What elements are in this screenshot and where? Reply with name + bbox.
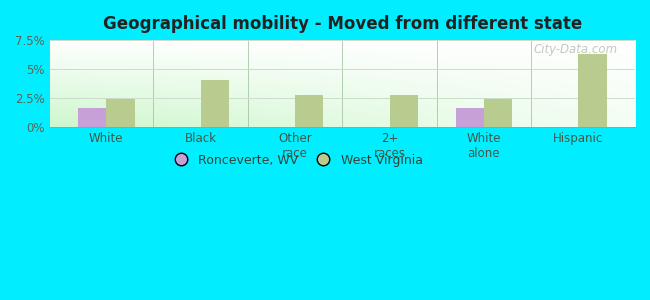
Bar: [106, 99, 135, 127]
Bar: [78, 107, 106, 127]
Title: Geographical mobility - Moved from different state: Geographical mobility - Moved from diffe…: [103, 15, 582, 33]
Text: City-Data.com: City-Data.com: [533, 43, 618, 56]
Bar: [578, 54, 606, 127]
Bar: [484, 99, 512, 127]
Bar: [456, 107, 484, 127]
Legend: Ronceverte, WV, West Virginia: Ronceverte, WV, West Virginia: [163, 148, 428, 172]
Bar: [295, 95, 324, 127]
Bar: [201, 80, 229, 127]
Bar: [389, 95, 418, 127]
